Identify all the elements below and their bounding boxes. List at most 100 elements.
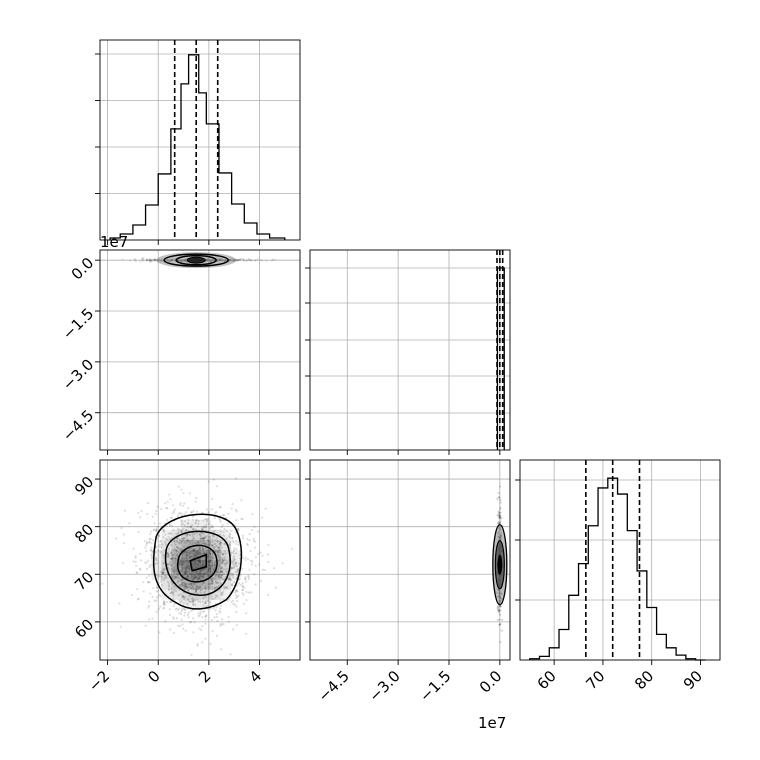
scatter-param3-vs-param1-point <box>203 536 206 540</box>
scatter-param3-vs-param1-point <box>210 544 213 547</box>
scatter-param3-vs-param1-point <box>180 599 184 603</box>
scatter-param3-vs-param1-point <box>148 541 151 544</box>
scatter-param3-vs-param1-point <box>253 573 256 576</box>
scatter-param3-vs-param1-point <box>187 583 190 586</box>
scatter-param3-vs-param1-point <box>178 562 181 566</box>
scatter-param3-vs-param1-point <box>168 585 171 588</box>
scatter-param3-vs-param1-point <box>195 518 198 522</box>
scatter-param3-vs-param1-point <box>171 512 174 515</box>
scatter-param3-vs-param1-point <box>164 543 167 546</box>
scatter-param3-vs-param1-point <box>198 574 202 577</box>
scatter-param3-vs-param1-point <box>216 581 219 584</box>
scatter-param3-vs-param1-point <box>173 540 176 543</box>
scatter-param3-vs-param1-point <box>179 560 182 564</box>
scatter-param3-vs-param1-point <box>229 653 232 656</box>
scatter-param3-vs-param1-point <box>175 566 178 569</box>
scatter-param3-vs-param1-point <box>181 608 184 611</box>
scatter-param3-vs-param1-point <box>206 548 209 552</box>
scatter-param2-vs-param1-point <box>141 259 144 262</box>
scatter-param2-vs-param1-contour-inner <box>186 256 206 264</box>
scatter-param3-vs-param1-point <box>232 628 235 631</box>
scatter-param2-vs-param1-point <box>150 258 153 261</box>
scatter-param3-vs-param1-point <box>196 644 199 647</box>
scatter-param3-vs-param1-point <box>184 557 188 560</box>
scatter-param3-vs-param1-point <box>250 528 254 532</box>
scatter-param3-vs-param1-point <box>186 565 189 568</box>
scatter-param3-vs-param1-point <box>222 559 225 562</box>
scatter-param3-vs-param1-point <box>191 542 194 545</box>
scatter-param3-vs-param1-point <box>213 542 216 546</box>
scatter-param3-vs-param1-point <box>177 624 180 627</box>
scatter-param3-vs-param1-point <box>168 608 171 611</box>
scatter-param3-vs-param1-point <box>166 553 170 556</box>
scatter-param3-vs-param1-point <box>165 507 168 510</box>
scatter-param3-vs-param1-point <box>192 528 195 531</box>
scatter-param3-vs-param1-point <box>202 519 205 522</box>
scatter-param3-vs-param1-point <box>167 554 170 557</box>
scatter-param2-vs-param1-contour-outer <box>163 253 229 267</box>
scatter-param2-vs-param1-point <box>129 259 132 262</box>
scatter-param3-vs-param1-point <box>185 571 188 574</box>
scatter-param3-vs-param1-point <box>184 511 188 514</box>
scatter-param3-vs-param1-point <box>193 553 197 556</box>
scatter-param3-vs-param1-point <box>184 571 187 574</box>
scatter-param3-vs-param1-point <box>167 547 170 550</box>
scatter-param3-vs-param1-point <box>231 502 234 506</box>
scatter-param3-vs-param1-point <box>219 520 222 523</box>
scatter-param3-vs-param1-point <box>178 541 181 544</box>
scatter-param2-vs-param1-point <box>247 258 250 261</box>
scatter-param2-vs-param1-point <box>254 259 257 262</box>
scatter-param3-vs-param1-point <box>230 583 233 586</box>
scatter-param3-vs-param1-point <box>236 528 239 531</box>
scatter-param3-vs-param1-point <box>218 610 221 613</box>
scatter-param3-vs-param1-point <box>203 559 206 562</box>
scatter-param3-vs-param1-point <box>178 511 182 515</box>
scatter-param3-vs-param1-point <box>169 628 172 631</box>
scatter-param3-vs-param1-point <box>219 533 222 536</box>
scatter-param3-vs-param1-point <box>220 576 223 579</box>
scatter-param3-vs-param1-point <box>215 536 218 540</box>
scatter-param3-vs-param1-point <box>204 526 207 529</box>
scatter-param3-vs-param1-point <box>180 528 183 532</box>
scatter-param3-vs-param1-point <box>192 548 195 551</box>
scatter-param2-vs-param1-point <box>148 259 151 262</box>
scatter-param3-vs-param1-point <box>210 595 213 598</box>
scatter-param3-vs-param1-point <box>208 564 211 567</box>
scatter-param3-vs-param1-density-cell <box>191 539 202 550</box>
scatter-param3-vs-param1-point <box>212 569 215 572</box>
scatter-param3-vs-param1-point <box>237 527 240 531</box>
scatter-param3-vs-param1-point <box>186 586 189 589</box>
scatter-param2-vs-param1-point <box>247 257 250 260</box>
scatter-param2-vs-param1-point <box>242 258 245 261</box>
scatter-param3-vs-param1-point <box>196 510 199 513</box>
scatter-param3-vs-param1-point <box>166 580 170 583</box>
scatter-param3-vs-param1-point <box>119 625 122 628</box>
scatter-param3-vs-param2-point <box>498 512 501 515</box>
scatter-param3-vs-param1-point <box>183 609 186 612</box>
scatter-param3-vs-param1-point <box>203 537 206 540</box>
scatter-param2-vs-param1-yticklabel-3: −4.5 <box>59 406 97 444</box>
scatter-param3-vs-param1-point <box>210 579 214 583</box>
scatter-param3-vs-param1-point <box>193 574 196 577</box>
scatter-param3-vs-param1-point <box>217 575 220 578</box>
scatter-param2-vs-param1-point <box>147 258 150 261</box>
scatter-param3-vs-param1-point <box>186 556 189 560</box>
scatter-param3-vs-param1-point <box>182 596 185 599</box>
scatter-param2-vs-param1-point <box>139 260 142 263</box>
scatter-param3-vs-param1-point <box>167 568 171 571</box>
scatter-param3-vs-param1-point <box>221 553 225 556</box>
scatter-param3-vs-param1-point <box>216 568 220 571</box>
scatter-param3-vs-param1-point <box>182 595 185 598</box>
scatter-param3-vs-param1-point <box>231 536 234 540</box>
scatter-param3-vs-param1-point <box>203 572 206 576</box>
scatter-param3-vs-param1-point <box>201 641 204 644</box>
scatter-param3-vs-param1-point <box>189 525 193 528</box>
scatter-param3-vs-param1-point <box>191 527 194 530</box>
scatter-param3-vs-param1-point <box>219 505 222 508</box>
scatter-param3-vs-param1-point <box>147 618 151 621</box>
scatter-param3-vs-param1-point <box>254 540 257 543</box>
scatter-param3-vs-param1-point <box>190 587 193 590</box>
scatter-param3-vs-param2-point <box>497 510 500 513</box>
scatter-param3-vs-param1-point <box>214 594 217 597</box>
scatter-param3-vs-param1-point <box>158 543 162 546</box>
